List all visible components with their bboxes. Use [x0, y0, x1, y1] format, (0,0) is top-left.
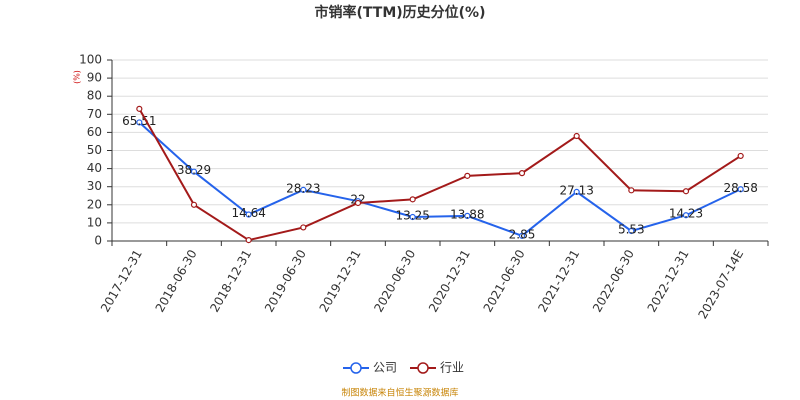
data-point: [300, 186, 307, 194]
data-point: [573, 132, 580, 140]
x-tick-label: 2020-12-31: [426, 247, 473, 314]
data-label: 65.51: [122, 114, 156, 128]
y-tick-label: 40: [87, 161, 102, 175]
x-tick-label: 2020-06-30: [371, 247, 418, 314]
data-point: [518, 232, 526, 239]
data-point: [245, 211, 252, 218]
data-point: [190, 168, 198, 175]
y-tick-label: 90: [87, 71, 102, 85]
data-point: [190, 201, 198, 208]
data-point: [682, 188, 690, 195]
x-tick-label: 2019-12-31: [317, 247, 364, 314]
y-tick-label: 30: [87, 179, 102, 193]
data-point: [409, 196, 416, 203]
data-point: [136, 105, 143, 112]
series-line: [138, 108, 742, 242]
data-label: 38.29: [177, 163, 211, 177]
data-label: 13.25: [395, 209, 429, 223]
legend-marker: [350, 362, 362, 374]
y-tick-label: 0: [94, 234, 102, 248]
data-point: [409, 213, 416, 221]
data-point: [682, 212, 690, 219]
data-point: [518, 170, 526, 177]
x-tick-label: 2022-12-31: [645, 247, 692, 314]
data-label: 14.64: [231, 206, 265, 220]
data-point: [628, 227, 635, 235]
data-point: [136, 119, 143, 126]
data-label: 2.85: [509, 227, 536, 241]
y-tick-label: 60: [87, 125, 102, 139]
y-tick-label: 80: [87, 89, 102, 103]
data-label: 14.23: [669, 207, 703, 221]
x-tick-label: 2021-12-31: [535, 247, 582, 314]
x-tick-label: 2017-12-31: [98, 247, 145, 314]
x-tick-label: 2021-06-30: [481, 247, 528, 314]
x-tick-label: 2018-12-31: [207, 247, 254, 314]
data-point: [464, 172, 471, 179]
data-point: [354, 199, 362, 207]
source-note: 制图数据来自恒生聚源数据库: [341, 387, 458, 399]
data-point: [300, 224, 307, 231]
y-tick-label: 10: [87, 215, 102, 229]
y-tick-label: 70: [87, 107, 102, 121]
data-point: [737, 186, 744, 193]
y-tick-label: 20: [87, 197, 102, 211]
data-label: 27.13: [559, 183, 593, 197]
data-label: 13.88: [450, 207, 484, 221]
data-point: [573, 188, 580, 195]
y-unit: (%): [73, 70, 82, 84]
data-point: [737, 152, 744, 160]
data-label: 5.53: [618, 222, 645, 236]
legend-label: 行业: [440, 361, 464, 375]
legend-label: 公司: [373, 361, 397, 375]
data-point: [245, 236, 252, 244]
x-tick-label: 2018-06-30: [153, 247, 200, 314]
x-tick-label: 2019-06-30: [262, 247, 309, 314]
data-point: [628, 187, 635, 194]
data-point: [464, 212, 471, 219]
y-tick-label: 100: [79, 53, 102, 67]
data-label: 28.58: [723, 181, 757, 195]
data-label: 28.23: [286, 181, 320, 195]
y-tick-label: 50: [87, 143, 102, 157]
x-tick-label: 2023-07-14E: [696, 247, 747, 321]
chart-title: 市销率(TTM)历史分位(%): [315, 4, 486, 21]
legend-marker: [417, 362, 429, 374]
series-line: [138, 121, 742, 237]
x-tick-label: 2022-06-30: [590, 247, 637, 314]
